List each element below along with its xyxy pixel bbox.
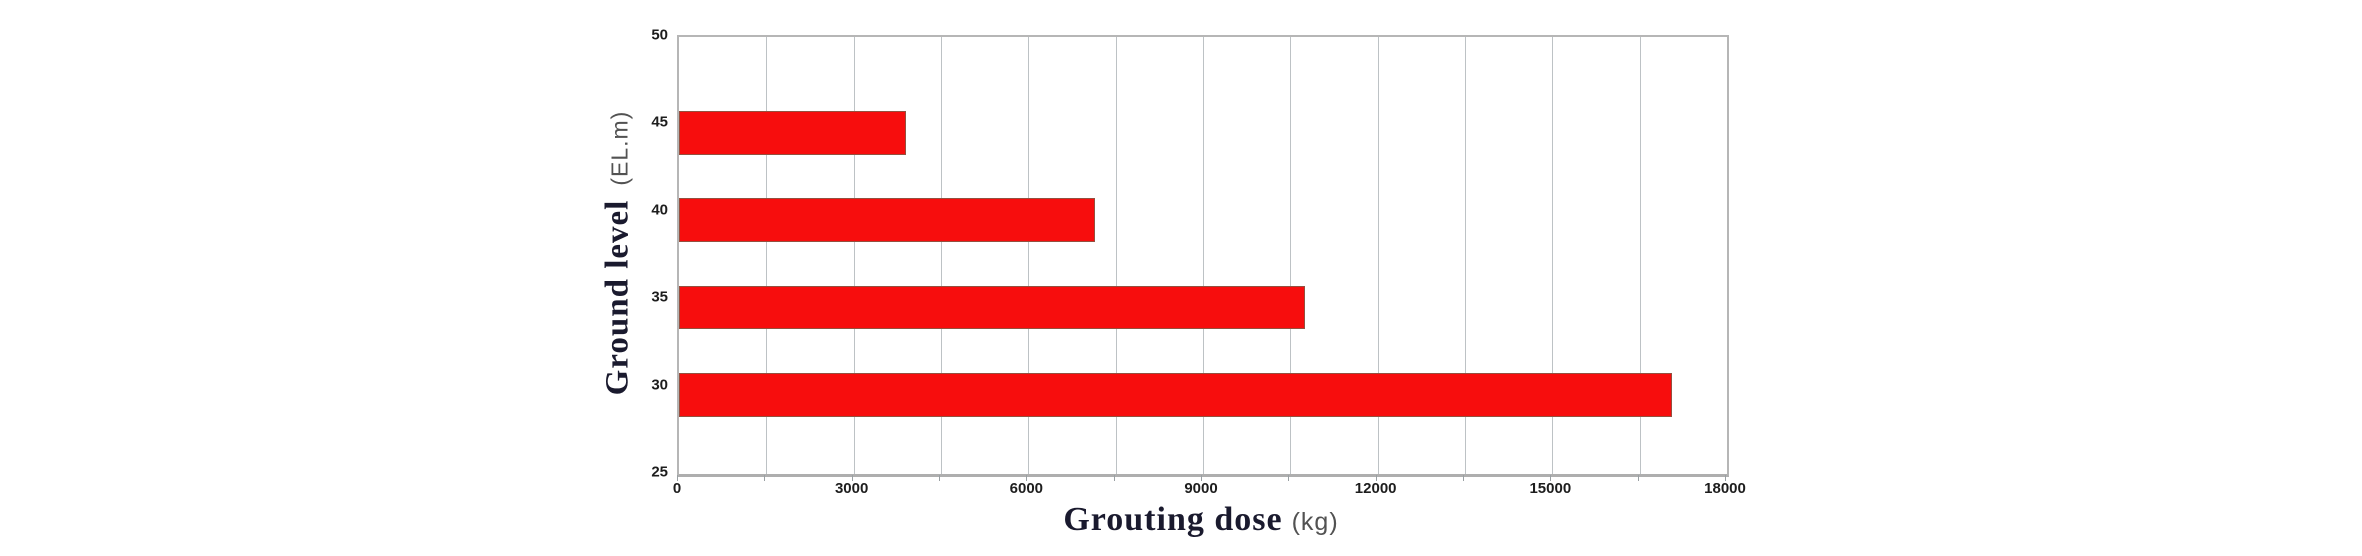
x-tick-mark (939, 475, 940, 481)
x-axis-tick-marks (677, 475, 1726, 482)
gridline (766, 37, 768, 474)
x-tick-mark (1550, 475, 1552, 481)
y-tick-label-45: 45 (651, 113, 668, 131)
x-axis-title-unit: (kg) (1291, 508, 1339, 536)
x-tick-mark (1463, 475, 1464, 481)
y-tick-label-30: 30 (651, 376, 668, 394)
gridline (1203, 37, 1204, 474)
x-tick-mark (764, 475, 766, 481)
x-tick-mark (1201, 475, 1202, 481)
x-axis-title-text: Grouting dose (1063, 501, 1283, 538)
y-tick-label-40: 40 (651, 201, 668, 219)
x-axis-tick-labels: 0 3000 6000 9000 12000 15000 18000 (673, 480, 1746, 500)
x-tick-label-6000: 6000 (1009, 480, 1044, 497)
gridline (941, 37, 942, 474)
x-tick-label-9000: 9000 (1184, 480, 1218, 497)
gridline (1028, 37, 1030, 474)
x-tick-mark (677, 475, 678, 481)
gridline (1552, 37, 1554, 474)
y-tick-label-50: 50 (651, 26, 668, 44)
gridline (1290, 37, 1292, 474)
gridline (1639, 37, 1641, 474)
x-tick-mark (1725, 475, 1726, 481)
y-axis-tick-labels: 50 45 40 35 30 25 (0, 27, 677, 481)
x-tick-label-0: 0 (672, 480, 682, 497)
x-tick-mark (851, 475, 853, 481)
x-tick-mark (1026, 475, 1028, 481)
gridline (853, 37, 855, 474)
y-tick-label-35: 35 (651, 288, 668, 306)
bar-el-30 (679, 373, 1672, 417)
x-tick-label-3000: 3000 (834, 480, 869, 497)
x-tick-mark (1113, 475, 1115, 481)
bar-el-35 (679, 285, 1305, 330)
bar-el-45 (679, 110, 907, 155)
y-tick-label-25: 25 (651, 463, 668, 481)
x-axis-title: Grouting dose (kg) (677, 501, 1725, 539)
gridline (1465, 37, 1466, 474)
bar-el-40 (679, 198, 1096, 242)
plot-area (677, 35, 1729, 477)
x-tick-label-18000: 18000 (1704, 480, 1746, 497)
x-tick-label-12000: 12000 (1354, 480, 1397, 497)
x-tick-label-15000: 15000 (1529, 480, 1572, 497)
x-tick-mark (1375, 475, 1377, 481)
gridline (1377, 37, 1379, 474)
gridline (1115, 37, 1117, 474)
x-tick-mark (1637, 475, 1639, 481)
x-tick-mark (1288, 475, 1290, 481)
